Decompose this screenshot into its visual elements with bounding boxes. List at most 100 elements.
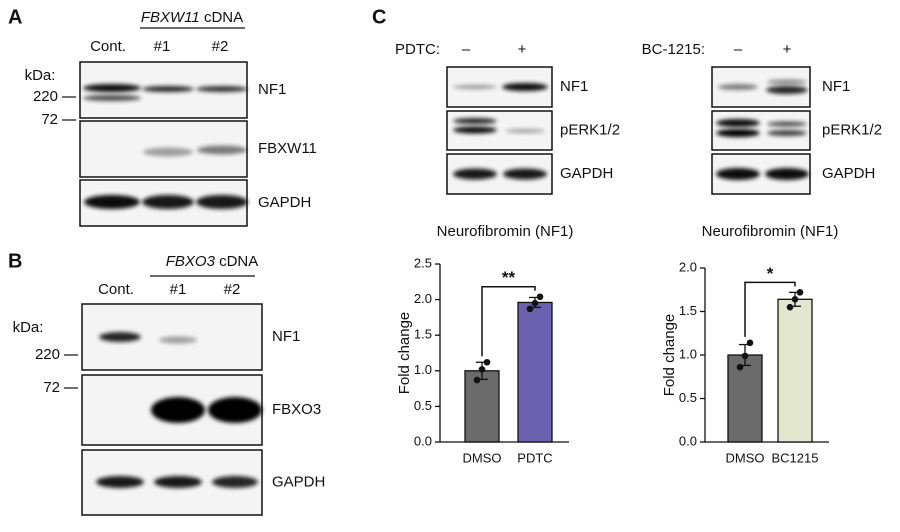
blot-band <box>196 86 248 92</box>
data-point <box>741 352 749 360</box>
lane-label: Cont. <box>98 281 134 298</box>
y-axis-title: Fold change <box>396 312 413 395</box>
blot-band <box>151 397 205 423</box>
marker-label: 220 <box>35 346 60 363</box>
y-tick-label: 1.0 <box>679 346 697 361</box>
blot-band <box>453 168 497 180</box>
lane-label: Cont. <box>90 38 126 55</box>
blot-label: FBXO3 <box>272 401 321 418</box>
data-point <box>746 339 754 347</box>
blot-band <box>142 86 194 92</box>
y-tick-label: 2.5 <box>414 255 432 270</box>
x-tick-label: PDTC <box>517 450 552 465</box>
blot-band <box>159 336 197 344</box>
blot-label: NF1 <box>560 78 588 95</box>
blot-label: GAPDH <box>560 165 613 182</box>
marker-label: 72 <box>43 379 60 396</box>
blot-band <box>716 129 760 137</box>
gene-suffix: cDNA <box>219 253 258 270</box>
chart-title: Neurofibromin (NF1) <box>702 223 839 240</box>
blot-label: NF1 <box>258 81 286 98</box>
y-tick-label: 2.0 <box>679 259 697 274</box>
data-point <box>536 293 544 301</box>
blot-label: NF1 <box>822 78 850 95</box>
blot-band <box>453 126 497 134</box>
blot-band <box>453 85 497 89</box>
blot-band <box>154 476 202 488</box>
data-point <box>791 296 799 303</box>
blot-band <box>716 119 760 127</box>
blot-label: pERK1/2 <box>822 121 882 138</box>
bar <box>777 298 813 443</box>
blot-band <box>767 121 807 127</box>
y-tick-label: 0.0 <box>414 433 432 448</box>
x-tick-label: DMSO <box>726 450 765 465</box>
data-point <box>736 363 744 371</box>
bar <box>517 301 553 443</box>
y-tick-label: 2.0 <box>414 291 432 306</box>
blot-band <box>766 86 808 94</box>
panel-letter: B <box>8 250 22 272</box>
blot-band <box>83 95 141 101</box>
y-tick-label: 0.0 <box>679 433 697 448</box>
panel-letter: C <box>372 6 386 28</box>
significance-bracket <box>481 286 536 357</box>
bar <box>727 354 763 443</box>
blot-label: pERK1/2 <box>560 121 620 138</box>
lane-label: + <box>783 41 792 58</box>
lane-label: – <box>734 41 743 58</box>
blot-band <box>83 84 141 92</box>
marker-label: 220 <box>33 88 58 105</box>
blot-band <box>196 195 248 209</box>
panel-letter: A <box>8 6 22 28</box>
blot-band <box>716 168 760 180</box>
blot-band <box>502 83 548 91</box>
y-tick-label: 0.5 <box>679 390 697 405</box>
kda-label: kDa: <box>25 67 56 84</box>
significance-label: ** <box>502 268 516 287</box>
chart-title: Neurofibromin (NF1) <box>437 223 574 240</box>
x-tick-label: DMSO <box>463 450 502 465</box>
y-axis-title: Fold change <box>661 314 678 397</box>
significance-label: * <box>767 264 774 283</box>
lane-label: #1 <box>170 281 187 298</box>
blot-label: NF1 <box>272 328 300 345</box>
treatment-label: PDTC: <box>395 41 440 58</box>
blot-band <box>718 84 758 90</box>
blot-band <box>84 195 140 209</box>
data-point <box>786 303 794 311</box>
gene-suffix: cDNA <box>204 9 243 26</box>
blot-label: GAPDH <box>272 473 325 490</box>
data-point <box>478 366 486 373</box>
blot-band <box>765 168 809 180</box>
blot-label: GAPDH <box>822 165 875 182</box>
data-point <box>473 376 481 384</box>
kda-label: kDa: <box>13 319 44 336</box>
data-point <box>531 299 539 307</box>
y-tick-label: 0.5 <box>414 398 432 413</box>
data-point <box>796 289 804 296</box>
blot-band <box>503 168 547 180</box>
blot-band <box>505 129 545 133</box>
lane-label: + <box>518 41 527 58</box>
lane-label: #2 <box>212 38 229 55</box>
blot-band <box>143 147 193 157</box>
y-tick-label: 1.0 <box>414 362 432 377</box>
lane-label: – <box>462 41 471 58</box>
data-point <box>526 305 534 313</box>
blot-label: GAPDH <box>258 194 311 211</box>
gene-name: FBXW11 <box>141 9 200 26</box>
gene-name: FBXO3 <box>166 253 216 270</box>
construct-label: FBXW11 cDNA <box>141 9 243 26</box>
treatment-label: BC-1215: <box>642 41 705 58</box>
blot-band <box>212 476 258 488</box>
blot-band <box>99 332 141 342</box>
data-point <box>483 358 491 366</box>
blot-band <box>453 118 497 124</box>
blot-band <box>767 130 807 136</box>
significance-bracket <box>744 281 796 337</box>
blot-band <box>208 397 262 423</box>
blot-band <box>96 476 144 488</box>
y-tick-label: 1.5 <box>414 327 432 342</box>
